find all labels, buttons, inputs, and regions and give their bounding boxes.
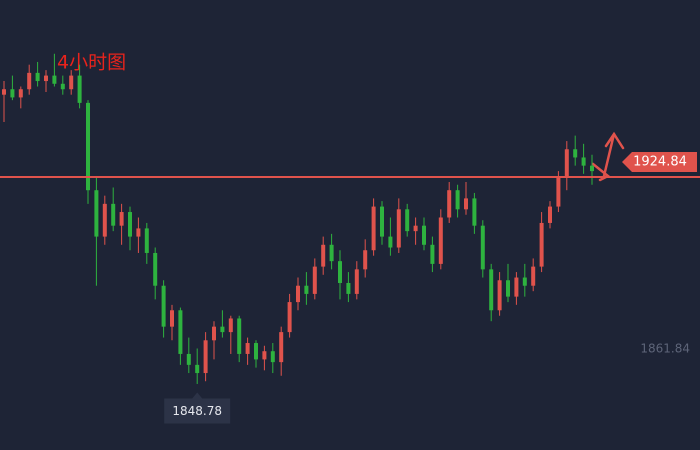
- candles: [2, 53, 594, 384]
- candle-body: [203, 340, 208, 374]
- candle-body: [354, 269, 359, 294]
- candle-body: [329, 244, 334, 262]
- candle-body: [497, 280, 502, 311]
- candle-body: [480, 225, 485, 270]
- candle-body: [111, 203, 116, 226]
- candle-body: [405, 209, 410, 232]
- candle-body: [86, 102, 90, 191]
- candle-body: [380, 206, 384, 237]
- candle-body: [371, 206, 376, 251]
- candle-body: [94, 190, 99, 237]
- candle-body: [312, 266, 317, 294]
- candle-body: [212, 326, 216, 341]
- candle-body: [27, 72, 32, 90]
- candle-body: [338, 261, 342, 283]
- candle-body: [287, 302, 292, 333]
- candle-body: [69, 75, 74, 90]
- candle-body: [548, 206, 552, 223]
- candle-body: [10, 89, 15, 98]
- low-tag: 1848.78: [172, 404, 222, 418]
- candle-body: [60, 83, 65, 90]
- candle-body: [564, 149, 569, 177]
- candle-body: [136, 228, 141, 237]
- candle-body: [506, 280, 510, 297]
- candle-body: [455, 190, 460, 210]
- candle-body: [346, 282, 351, 294]
- candle-body: [590, 165, 594, 172]
- candle-body: [539, 222, 544, 267]
- candle-body: [102, 203, 107, 237]
- candle-body: [178, 310, 183, 354]
- arrow-up: [602, 131, 625, 178]
- candle-body: [396, 209, 401, 248]
- candle-body: [119, 212, 124, 226]
- candle-body: [77, 75, 82, 103]
- chart-annotation: 4小时图: [57, 52, 126, 74]
- candle-body: [237, 318, 242, 354]
- candle-body: [262, 351, 267, 360]
- candle-body: [581, 157, 586, 166]
- candle-body: [254, 343, 258, 360]
- candle-body: [464, 198, 468, 210]
- candle-body: [144, 228, 149, 253]
- candle-body: [422, 225, 426, 245]
- candle-body: [438, 217, 443, 264]
- candle-body: [556, 176, 561, 207]
- candle-body: [531, 266, 536, 286]
- candle-body: [279, 332, 284, 363]
- candle-body: [363, 250, 368, 270]
- candle-body: [388, 236, 393, 248]
- candle-body: [220, 326, 225, 333]
- price-tag-bg: [622, 151, 697, 172]
- candle-body: [245, 343, 250, 354]
- candle-body: [153, 252, 158, 286]
- candle-body: [304, 285, 309, 294]
- candle-body: [44, 75, 48, 82]
- candle-body: [195, 364, 200, 374]
- candle-body: [514, 277, 519, 297]
- candle-body: [228, 318, 233, 333]
- candle-body: [128, 212, 132, 237]
- low-tag-bg: [164, 392, 231, 424]
- candle-body: [413, 225, 418, 232]
- candle-body: [270, 351, 275, 363]
- candle-body: [186, 353, 191, 365]
- candle-body: [472, 198, 477, 226]
- candle-body: [573, 149, 578, 158]
- candle-body: [2, 89, 6, 95]
- price-tag: 1924.84: [633, 154, 687, 169]
- candle-body: [447, 190, 452, 218]
- candle-body: [321, 244, 326, 267]
- candle-body: [170, 310, 174, 327]
- axis-price: 1861.84: [640, 341, 690, 355]
- candle-body: [52, 75, 57, 84]
- candle-body: [430, 244, 435, 264]
- candle-body: [35, 72, 40, 82]
- candle-body: [18, 89, 23, 98]
- candle-body: [296, 285, 300, 303]
- candle-body: [522, 277, 527, 286]
- candle-body: [161, 285, 166, 327]
- candle-body: [489, 269, 494, 311]
